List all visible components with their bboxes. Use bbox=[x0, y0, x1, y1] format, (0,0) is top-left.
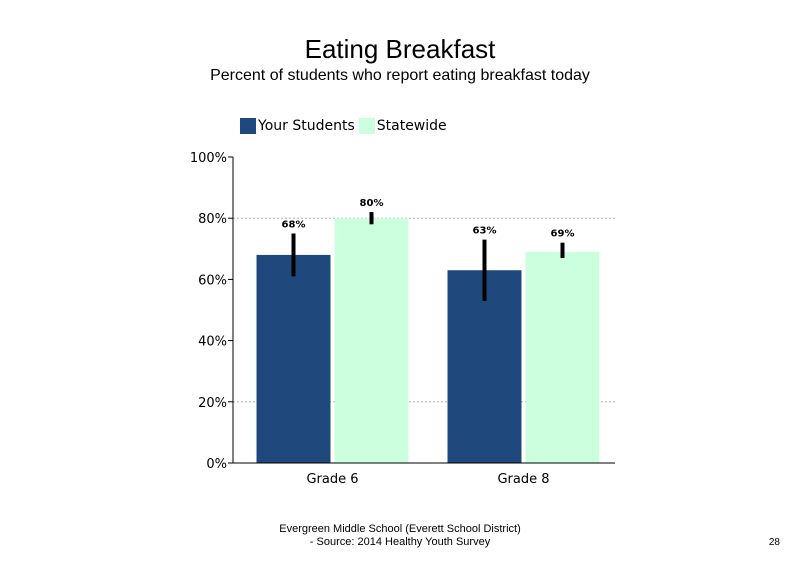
footer-source: Evergreen Middle School (Everett School … bbox=[200, 523, 600, 549]
data-label-your-students-grade-6: 68% bbox=[282, 220, 306, 231]
y-tick-label-60: 60% bbox=[198, 273, 227, 288]
chart-subtitle: Percent of students who report eating br… bbox=[210, 67, 590, 84]
legend-label-statewide: Statewide bbox=[376, 118, 447, 134]
data-label-statewide-grade-8: 69% bbox=[551, 229, 575, 240]
legend: Your Students Statewide bbox=[240, 118, 451, 134]
legend-label-your-students: Your Students bbox=[258, 118, 355, 134]
bar-statewide-grade-6 bbox=[334, 218, 409, 463]
y-tick-label-20: 20% bbox=[198, 396, 227, 411]
chart-title: Eating Breakfast bbox=[304, 34, 496, 64]
y-tick-label-100: 100% bbox=[190, 151, 227, 166]
legend-swatch-your-students bbox=[240, 118, 256, 134]
data-label-your-students-grade-8: 63% bbox=[473, 226, 497, 237]
y-tick-label-0: 0% bbox=[206, 457, 227, 472]
y-tick-label-80: 80% bbox=[198, 212, 227, 227]
bar-your-students-grade-8 bbox=[447, 270, 522, 463]
bar-your-students-grade-6 bbox=[256, 254, 331, 463]
footer-line-source: - Source: 2014 Healthy Youth Survey bbox=[309, 536, 491, 548]
page-number: 28 bbox=[768, 537, 780, 548]
x-tick-label-grade-8: Grade 8 bbox=[497, 472, 549, 487]
footer-line-school: Evergreen Middle School (Everett School … bbox=[279, 523, 521, 535]
data-label-statewide-grade-6: 80% bbox=[360, 198, 384, 209]
bar-statewide-grade-8 bbox=[525, 251, 600, 463]
x-tick-label-grade-6: Grade 6 bbox=[306, 472, 358, 487]
y-tick-label-40: 40% bbox=[198, 335, 227, 350]
legend-item-statewide: Statewide bbox=[358, 118, 447, 134]
legend-swatch-statewide bbox=[358, 118, 375, 134]
legend-item-your-students: Your Students bbox=[240, 118, 355, 134]
